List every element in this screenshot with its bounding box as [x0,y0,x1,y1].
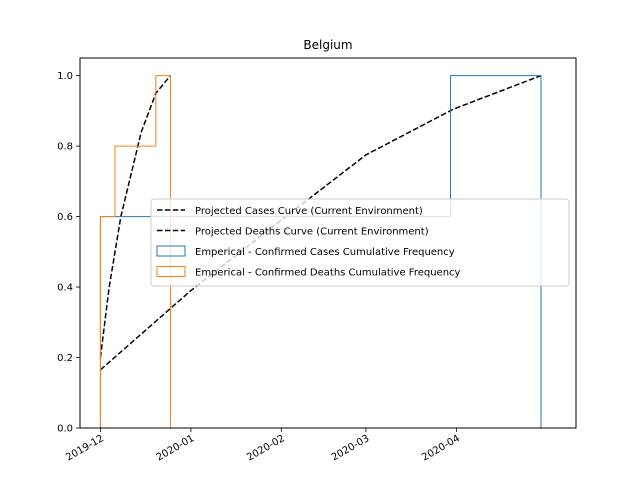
y-tick-label-3: 0.6 [57,212,73,223]
legend-label-1: Projected Deaths Curve (Current Environm… [195,227,429,238]
chart-title: Belgium [303,38,352,52]
series-layer [99,74,542,428]
y-axis: 0.0 0.2 0.4 0.6 0.8 1.0 [57,71,80,435]
y-tick-label-4: 0.8 [57,142,73,153]
series-line-1 [99,75,172,358]
series-line-0 [99,74,542,371]
legend-swatch-2 [156,245,186,257]
legend-swatch-3 [156,266,186,277]
series-line-3 [99,75,171,428]
legend-label-0: Projected Cases Curve (Current Environme… [195,206,423,217]
y-tick-label-5: 1.0 [57,71,73,82]
y-tick-label-1: 0.2 [57,353,73,364]
legend-label-2: Emperical - Confirmed Cases Cumulative F… [195,247,455,258]
legend: Projected Cases Curve (Current Environme… [150,198,570,287]
plot-frame [79,57,577,429]
legend-label-3: Emperical - Confirmed Deaths Cumulative … [195,268,461,279]
y-tick-label-0: 0.0 [57,424,73,435]
legend-box [150,198,570,287]
y-tick-label-2: 0.4 [57,283,73,294]
